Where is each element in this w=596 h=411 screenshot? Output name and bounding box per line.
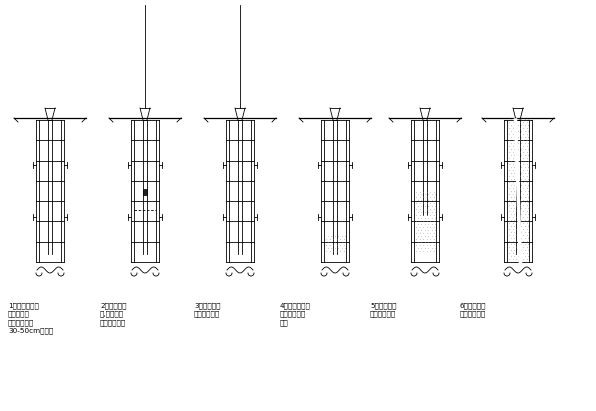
Text: 3、漏斗盛满
首批封底砼。: 3、漏斗盛满 首批封底砼。: [194, 302, 221, 317]
Text: 5、连续灌注
砼上提导管。: 5、连续灌注 砼上提导管。: [370, 302, 396, 317]
Text: 1、安设导管，
导管底部与
孔底之间留出
30-50cm空隙。: 1、安设导管， 导管底部与 孔底之间留出 30-50cm空隙。: [8, 302, 53, 335]
Bar: [508, 118, 529, 261]
Text: 2、悬挂隔水
栓,使其与导
管水面紧贴。: 2、悬挂隔水 栓,使其与导 管水面紧贴。: [100, 302, 126, 326]
Text: 6、砼灌注完
毕拔出导管。: 6、砼灌注完 毕拔出导管。: [460, 302, 486, 317]
Text: 4、剪断铁丝，
隔水栓下落孔
底。: 4、剪断铁丝， 隔水栓下落孔 底。: [280, 302, 311, 326]
Bar: [143, 189, 147, 195]
